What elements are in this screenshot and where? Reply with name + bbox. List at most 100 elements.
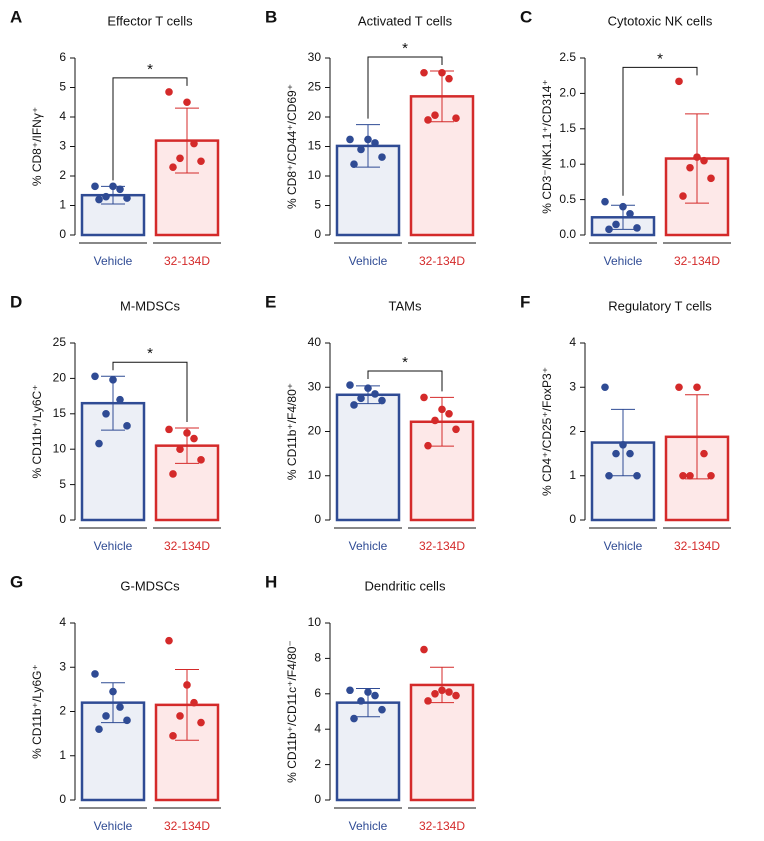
data-point	[357, 145, 365, 154]
data-point	[686, 471, 694, 480]
y-tick-label: 0.5	[559, 192, 576, 206]
data-point	[102, 410, 110, 418]
data-point	[605, 225, 613, 234]
panel-title: M-MDSCs	[120, 298, 180, 313]
y-tick-label: 0	[59, 227, 66, 241]
data-point	[700, 449, 708, 458]
y-tick-label: 20	[53, 371, 67, 385]
data-point	[364, 384, 372, 392]
data-point	[605, 471, 613, 480]
data-point	[675, 383, 683, 392]
x-tick-label: Vehicle	[94, 254, 133, 268]
panel: B Activated T cells % CD8⁺/CD44⁺/CD69⁺ 0 5 10…	[265, 7, 476, 268]
x-tick-label: 32-134D	[164, 819, 210, 833]
panel-letter: B	[265, 7, 277, 26]
x-tick-label: Vehicle	[94, 819, 133, 833]
data-point	[707, 174, 715, 183]
y-tick-label: 5	[59, 80, 66, 94]
significance-label: *	[402, 40, 408, 57]
panel-letter: C	[520, 7, 532, 26]
data-point	[183, 681, 191, 689]
data-point	[169, 732, 177, 740]
data-point	[707, 471, 715, 480]
data-point	[91, 372, 99, 381]
y-tick-label: 3	[569, 379, 576, 393]
data-point	[431, 416, 439, 425]
data-point	[350, 401, 358, 409]
data-point	[190, 434, 198, 443]
y-tick-label: 25	[53, 335, 67, 349]
panel-letter: H	[265, 572, 277, 591]
data-point	[183, 98, 191, 107]
data-point	[601, 197, 609, 206]
data-point	[116, 703, 124, 711]
data-point	[431, 111, 439, 120]
y-tick-label: 1	[569, 468, 576, 482]
data-point	[116, 395, 124, 404]
data-point	[364, 135, 372, 144]
significance-label: *	[657, 50, 663, 67]
panel-title: G-MDSCs	[120, 578, 180, 593]
data-point	[420, 68, 428, 77]
data-point	[109, 182, 117, 191]
data-point	[190, 139, 198, 148]
y-axis-label: % CD3⁻/NK1.1⁺/CD314⁺	[540, 79, 554, 213]
bar	[80, 701, 146, 802]
panel-letter: A	[10, 7, 22, 26]
data-point	[686, 163, 694, 172]
y-tick-label: 1.5	[559, 121, 576, 135]
panel: C Cytotoxic NK cells % CD3⁻/NK1.1⁺/CD314⁺ 0…	[520, 7, 731, 268]
y-tick-label: 25	[308, 80, 322, 94]
panel: G G-MDSCs % CD11b⁺/Ly6G⁺ 0 1 2 3 4 Vehicle 32-134…	[10, 572, 221, 833]
x-tick-label: Vehicle	[349, 819, 388, 833]
x-tick-label: 32-134D	[419, 539, 465, 553]
data-point	[169, 470, 177, 478]
data-point	[197, 157, 205, 166]
y-axis-label: % CD11b⁺/F4/80⁺	[285, 383, 299, 480]
data-point	[424, 441, 432, 450]
data-point	[619, 440, 627, 449]
y-tick-label: 4	[59, 109, 66, 123]
data-point	[183, 429, 191, 437]
panel: D M-MDSCs % CD11b⁺/Ly6C⁺ 0 5 10 15 20 25 Vehicle 3…	[10, 292, 221, 553]
panel-title: Dendritic cells	[365, 578, 446, 593]
panel: H Dendritic cells % CD11b⁺/CD11c⁺/F4/80⁻ 0 2…	[265, 572, 476, 833]
y-tick-label: 10	[308, 468, 322, 482]
data-point	[371, 139, 379, 147]
y-axis-label: % CD4⁺/CD25⁺/FoxP3⁺	[540, 367, 554, 496]
data-point	[91, 182, 99, 191]
x-tick-label: 32-134D	[419, 819, 465, 833]
significance-bracket	[112, 361, 188, 422]
data-point	[357, 697, 365, 705]
x-tick-label: Vehicle	[604, 539, 643, 553]
panel-title: Regulatory T cells	[608, 298, 712, 313]
data-point	[165, 425, 173, 434]
y-tick-label: 2	[569, 424, 576, 438]
data-point	[633, 471, 641, 480]
y-tick-label: 0.0	[559, 227, 576, 241]
data-point	[109, 376, 117, 384]
error-bar	[430, 666, 454, 704]
bar	[335, 393, 401, 522]
data-point	[165, 636, 173, 645]
data-point	[445, 688, 453, 696]
data-point	[438, 686, 446, 695]
y-tick-label: 2	[59, 168, 66, 182]
data-point	[445, 410, 453, 418]
y-tick-label: 3	[59, 659, 66, 673]
y-tick-label: 0	[59, 512, 66, 526]
error-bar	[430, 396, 454, 447]
data-point	[176, 445, 184, 454]
y-tick-label: 20	[308, 109, 322, 123]
data-point	[95, 439, 103, 448]
significance-label: *	[402, 354, 408, 371]
y-tick-label: 0	[314, 227, 321, 241]
error-bar	[175, 107, 199, 174]
data-point	[350, 714, 358, 723]
data-point	[95, 725, 103, 733]
y-tick-label: 5	[59, 477, 66, 491]
panel: A Effector T cells % CD8⁺/IFNγ⁺ 0 1 2 3 4 5 6 Vehi…	[10, 7, 221, 268]
data-point	[693, 153, 701, 161]
data-point	[371, 691, 379, 700]
x-tick-label: 32-134D	[674, 539, 720, 553]
